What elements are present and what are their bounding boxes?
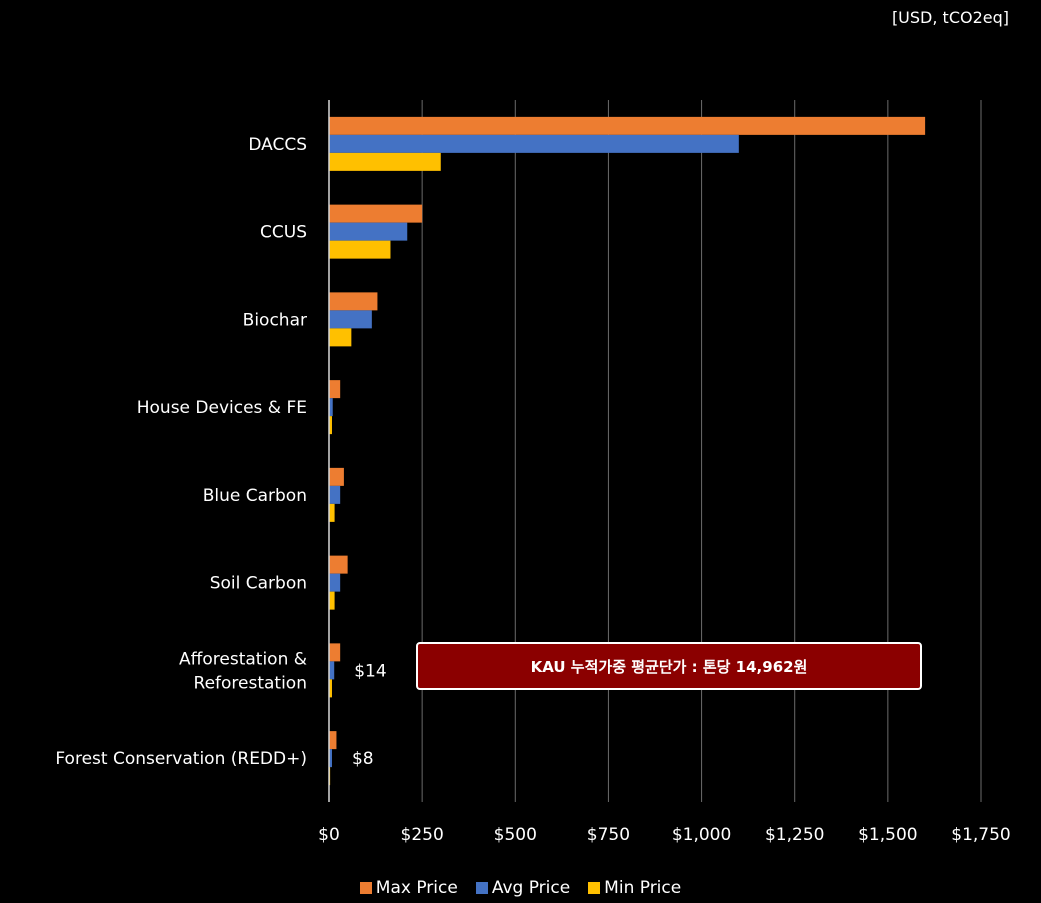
- legend-swatch-max: [359, 882, 372, 894]
- chart-legend: Max Price Avg Price Min Price: [0, 878, 1041, 898]
- category-label: Afforestation &: [179, 649, 307, 669]
- bar-min-price: [329, 328, 352, 347]
- legend-label-avg: Avg Price: [491, 878, 571, 898]
- bar-min-price: [329, 240, 391, 259]
- bar-avg-price: [329, 222, 408, 241]
- bar-avg-price: [329, 134, 739, 153]
- category-label: House Devices & FE: [137, 398, 307, 418]
- bar-chart: DACCS CCUS Biochar House Devices & FE Blue C…: [55, 100, 1011, 845]
- category-label: Forest Conservation (REDD+): [55, 749, 307, 769]
- bar-max-price: [329, 555, 348, 574]
- legend-label-min: Min Price: [604, 878, 682, 898]
- category-label: DACCS: [248, 135, 307, 155]
- x-tick-label: $500: [494, 825, 537, 845]
- bar-max-price: [329, 116, 926, 135]
- bar-avg-price: [329, 661, 335, 680]
- x-tick-label: $1,000: [672, 825, 731, 845]
- bar-avg-price: [329, 749, 332, 768]
- x-tick-label: $1,500: [858, 825, 917, 845]
- legend-swatch-min: [588, 882, 601, 894]
- unit-label: [USD, tCO2eq]: [891, 8, 1009, 27]
- bar-avg-price: [329, 485, 341, 504]
- bar-max-price: [329, 292, 378, 311]
- category-label: Soil Carbon: [210, 574, 307, 594]
- data-label: $8: [352, 749, 374, 769]
- bar-min-price: [329, 503, 335, 522]
- bar-avg-price: [329, 573, 341, 592]
- legend-swatch-avg: [475, 882, 488, 894]
- data-label: $14: [354, 661, 386, 681]
- bar-max-price: [329, 643, 341, 662]
- bar-avg-price: [329, 310, 372, 329]
- bar-min-price: [329, 416, 332, 435]
- x-tick-label: $750: [587, 825, 630, 845]
- x-tick-label: $1,750: [951, 825, 1010, 845]
- category-label: CCUS: [260, 223, 307, 243]
- category-label: Reforestation: [194, 673, 307, 693]
- legend-item-min: Min Price: [588, 878, 681, 898]
- kau-average-price-note: KAU 누적가중 평균단가 : 톤당 14,962원: [416, 642, 922, 690]
- x-tick-label: $250: [401, 825, 444, 845]
- legend-item-avg: Avg Price: [475, 878, 571, 898]
- x-tick-label: $0: [318, 825, 340, 845]
- x-tick-label: $1,250: [765, 825, 824, 845]
- bar-max-price: [329, 467, 344, 486]
- bar-min-price: [329, 679, 332, 698]
- bar-min-price: [329, 591, 335, 610]
- bar-max-price: [329, 731, 337, 750]
- category-label: Biochar: [243, 310, 307, 330]
- legend-item-max: Max Price: [359, 878, 458, 898]
- bar-max-price: [329, 380, 341, 399]
- bar-avg-price: [329, 398, 333, 417]
- bar-max-price: [329, 204, 423, 223]
- bar-min-price: [329, 152, 441, 171]
- legend-label-max: Max Price: [375, 878, 458, 898]
- category-label: Blue Carbon: [203, 486, 307, 506]
- kau-note-text: KAU 누적가중 평균단가 : 톤당 14,962원: [530, 657, 808, 676]
